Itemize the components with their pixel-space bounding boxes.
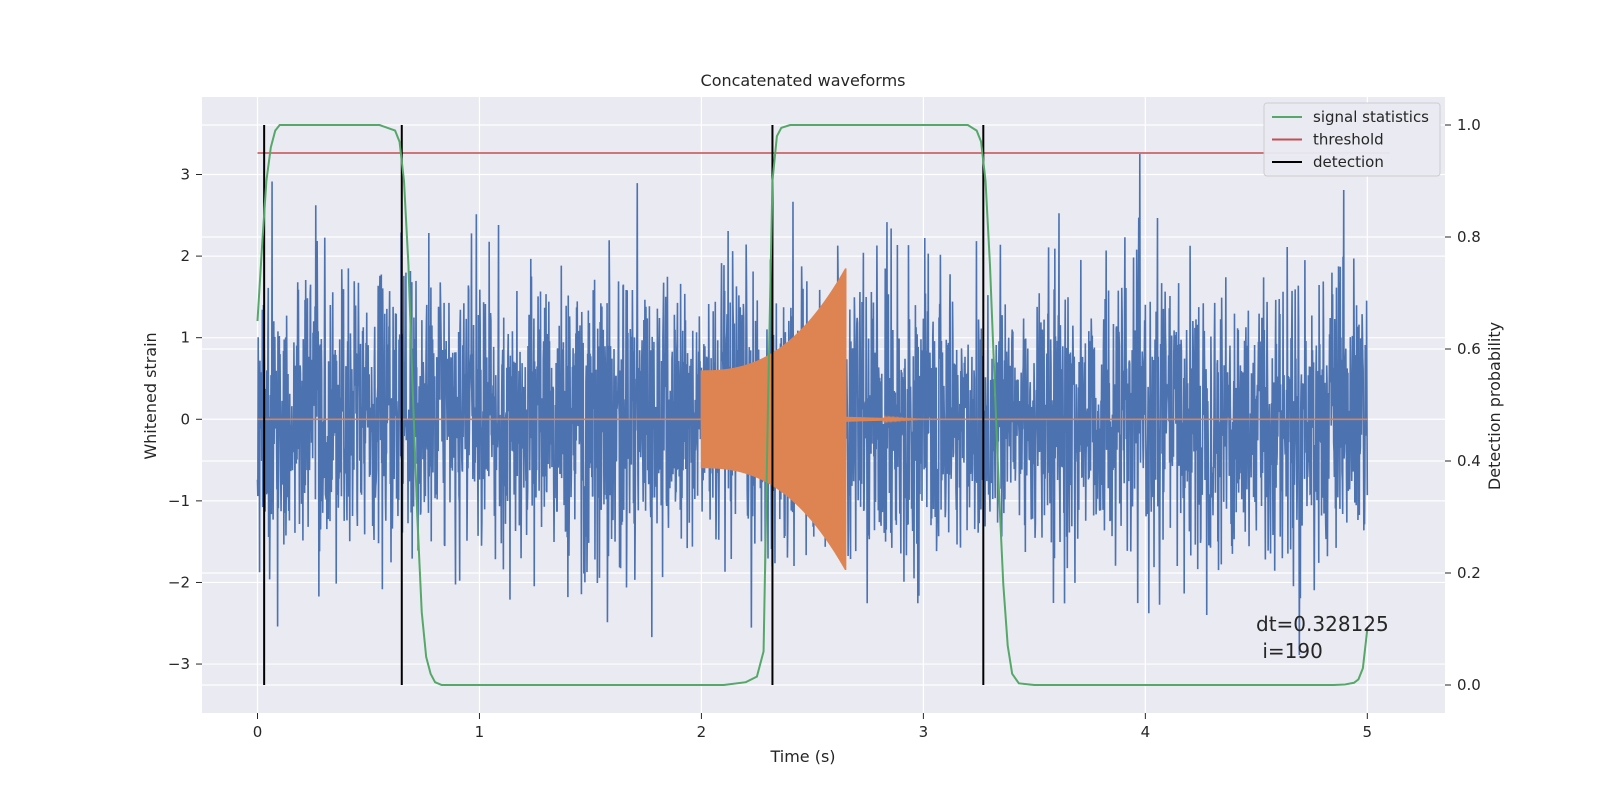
x-tick-label: 3 <box>919 723 929 741</box>
series-injection <box>257 268 1368 570</box>
y2-tick-label: 0.6 <box>1457 340 1481 358</box>
x-tick-label: 0 <box>253 723 263 741</box>
legend-label: threshold <box>1313 131 1384 149</box>
y2-tick-label: 1.0 <box>1457 116 1481 134</box>
y2-tick-label: 0.8 <box>1457 228 1481 246</box>
y-axis-left: −3 −2 −1 0 1 2 3 <box>168 166 202 673</box>
x-tick-label: 2 <box>697 723 707 741</box>
chart-title: Concatenated waveforms <box>701 71 906 90</box>
legend-box <box>1263 102 1441 177</box>
y2-tick-label: 0.2 <box>1457 564 1481 582</box>
y2-tick-label: 0.0 <box>1457 676 1481 694</box>
legend-label: detection <box>1313 153 1384 171</box>
annotation-line: i=190 <box>1256 639 1323 663</box>
y-tick-label: −3 <box>168 655 190 673</box>
y-axis-right: 0.0 0.2 0.4 0.6 0.8 1.0 <box>1445 116 1481 694</box>
annotation: dt=0.328125 i=190 <box>1256 612 1389 663</box>
x-axis: 0 1 2 3 4 5 <box>253 713 1372 741</box>
y-tick-label: −2 <box>168 573 190 591</box>
series-signal-statistics <box>256 124 1369 686</box>
x-axis-label: Time (s) <box>769 747 835 766</box>
x-tick-label: 5 <box>1363 723 1373 741</box>
y2-tick-label: 0.4 <box>1457 452 1481 470</box>
y-tick-label: 3 <box>180 166 190 184</box>
y-tick-label: 2 <box>180 247 190 265</box>
legend: signal statistics threshold detection <box>1263 102 1441 177</box>
x-tick-label: 1 <box>475 723 485 741</box>
plot-area <box>202 97 1445 713</box>
y-tick-label: 1 <box>180 329 190 347</box>
x-tick-label: 4 <box>1141 723 1151 741</box>
y-tick-label: −1 <box>168 492 190 510</box>
legend-label: signal statistics <box>1313 108 1429 126</box>
y-tick-label: 0 <box>180 410 190 428</box>
annotation-line: dt=0.328125 <box>1256 612 1389 636</box>
y2-axis-label: Detection probability <box>1485 322 1504 490</box>
y-axis-label: Whitened strain <box>141 332 160 459</box>
